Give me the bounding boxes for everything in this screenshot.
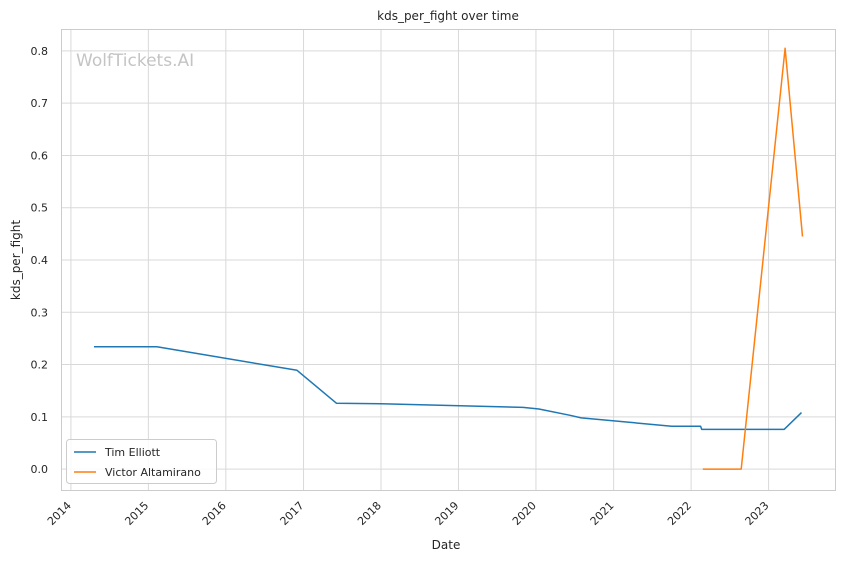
y-tick-label: 0.5 <box>31 202 49 215</box>
chart-title: kds_per_fight over time <box>377 9 519 23</box>
series-line-victor-altamirano <box>702 47 804 470</box>
y-tick-label: 0.6 <box>31 149 49 162</box>
plot-area-frame <box>61 29 836 491</box>
watermark: WolfTickets.AI <box>76 51 194 71</box>
legend-label-victor-altamirano: Victor Altamirano <box>105 466 201 479</box>
series-layer <box>94 47 804 470</box>
x-axis-title: Date <box>432 538 461 552</box>
y-tick-label: 0.7 <box>31 97 49 110</box>
y-tick-label: 0.4 <box>31 254 49 267</box>
y-tick-label: 0.3 <box>31 306 49 319</box>
legend-label-tim-elliott: Tim Elliott <box>104 446 161 459</box>
y-axis-title: kds_per_fight <box>9 220 23 301</box>
y-axis-ticks: 0.0 0.1 0.2 0.3 0.4 0.5 0.6 0.7 0.8 <box>31 45 49 476</box>
series-line-tim-elliott <box>94 346 803 431</box>
y-tick-label: 0.2 <box>31 359 49 372</box>
y-tick-label: 0.8 <box>31 45 49 58</box>
y-tick-label: 0.0 <box>31 463 49 476</box>
legend-box <box>66 439 217 484</box>
legend: Tim Elliott Victor Altamirano <box>66 439 217 484</box>
y-tick-label: 0.1 <box>31 411 49 424</box>
